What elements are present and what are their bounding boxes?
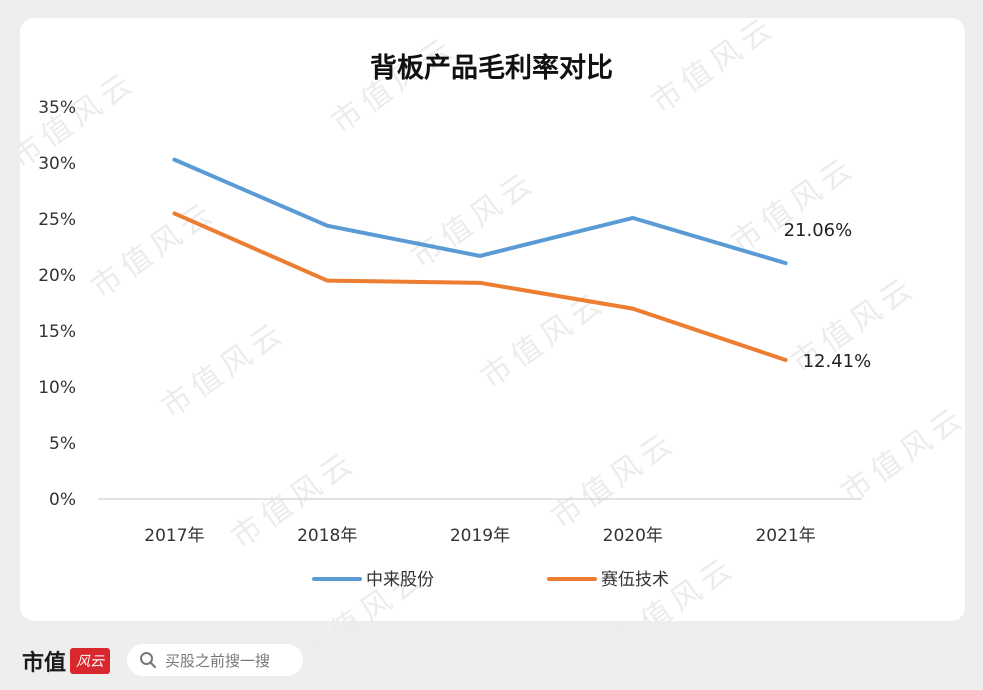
- brand-logo[interactable]: 市值 风云: [22, 645, 111, 677]
- brand-seal: 风云: [70, 648, 111, 674]
- chart-card: [20, 18, 965, 621]
- y-tick-label: 0%: [49, 490, 76, 510]
- search-box[interactable]: 买股之前搜一搜: [127, 644, 303, 676]
- x-tick-label: 2017年: [144, 526, 204, 546]
- legend-label: 赛伍技术: [601, 569, 669, 590]
- series-line: [172, 157, 788, 266]
- search-icon: [140, 652, 156, 668]
- data-label: 12.41%: [803, 351, 872, 372]
- x-tick-label: 2021年: [755, 526, 815, 546]
- y-tick-label: 10%: [38, 378, 76, 398]
- y-tick-label: 15%: [38, 322, 76, 342]
- y-tick-label: 20%: [38, 266, 76, 286]
- y-tick-label: 25%: [38, 210, 76, 230]
- data-label: 21.06%: [784, 220, 853, 241]
- search-placeholder: 买股之前搜一搜: [165, 651, 271, 670]
- x-tick-label: 2018年: [297, 526, 357, 546]
- x-tick-label: 2020年: [603, 526, 663, 546]
- y-tick-label: 5%: [49, 434, 76, 454]
- footer-bar: 市值 风云 买股之前搜一搜: [0, 630, 983, 690]
- y-tick-label: 30%: [38, 154, 76, 174]
- chart-title: 背板产品毛利率对比: [370, 53, 613, 84]
- y-tick-label: 35%: [38, 98, 76, 118]
- x-tick-label: 2019年: [450, 526, 510, 546]
- brand-name: 市值: [22, 650, 67, 676]
- legend-label: 中来股份: [366, 570, 434, 590]
